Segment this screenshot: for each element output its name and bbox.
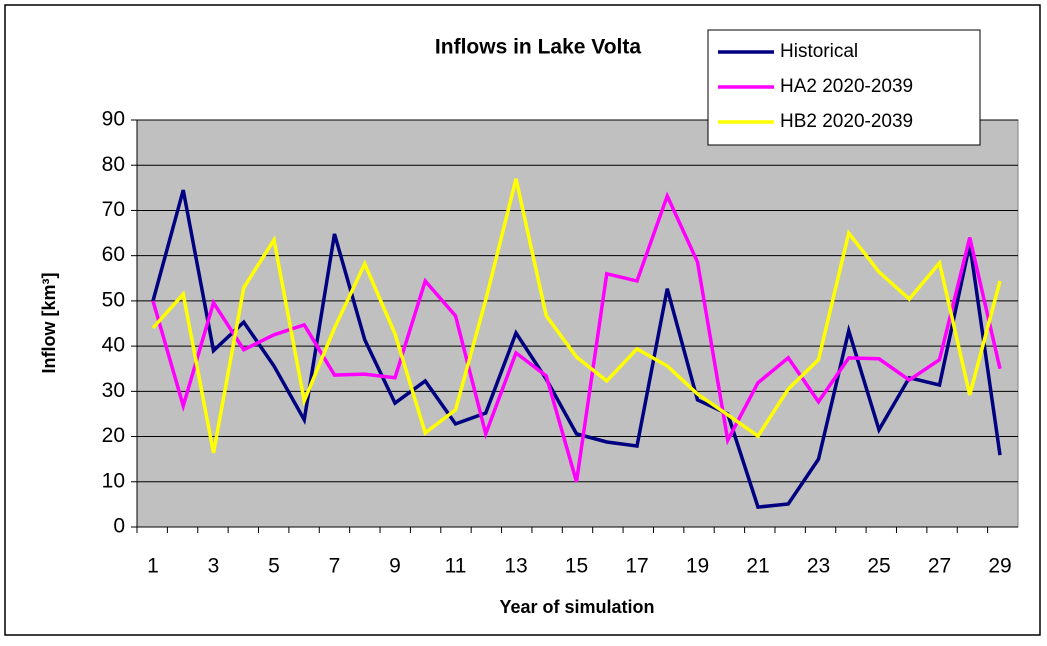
y-tick-label: 30 <box>102 379 125 402</box>
x-tick-label: 1 <box>147 555 159 578</box>
x-tick-label: 21 <box>746 555 769 578</box>
x-tick-label: 27 <box>928 555 951 578</box>
x-tick-label: 29 <box>988 555 1011 578</box>
x-tick-label: 17 <box>625 555 648 578</box>
x-tick-label: 23 <box>807 555 830 578</box>
x-tick-label: 25 <box>867 555 890 578</box>
x-tick-label: 13 <box>504 555 527 578</box>
x-tick-label: 11 <box>445 555 467 578</box>
y-tick-label: 60 <box>102 243 125 266</box>
legend-label: HA2 2020-2039 <box>780 76 913 97</box>
x-axis-label: Year of simulation <box>499 597 654 617</box>
x-tick-label: 5 <box>268 555 280 578</box>
series-line <box>151 178 1002 454</box>
legend-label: HB2 2020-2039 <box>780 111 913 132</box>
y-tick-label: 40 <box>102 334 125 357</box>
plot-area <box>136 119 1019 528</box>
legend-label: Historical <box>780 41 858 62</box>
series-line <box>151 191 1002 483</box>
y-tick-label: 70 <box>102 198 125 221</box>
x-tick-label: 19 <box>686 555 709 578</box>
y-tick-label: 80 <box>102 153 125 176</box>
x-tick-label: 15 <box>565 555 588 578</box>
y-tick-label: 20 <box>102 424 125 447</box>
y-tick-label: 90 <box>102 108 125 131</box>
chart-title: Inflows in Lake Volta <box>435 36 641 59</box>
y-axis-label: Inflow [km³] <box>39 273 59 374</box>
x-tick-label: 9 <box>389 555 401 578</box>
x-tick-label: 7 <box>329 555 341 578</box>
y-tick-label: 0 <box>113 515 125 538</box>
series-line <box>151 189 1002 509</box>
x-tick-label: 3 <box>208 555 220 578</box>
y-tick-label: 50 <box>102 288 125 311</box>
y-tick-label: 10 <box>102 469 125 492</box>
